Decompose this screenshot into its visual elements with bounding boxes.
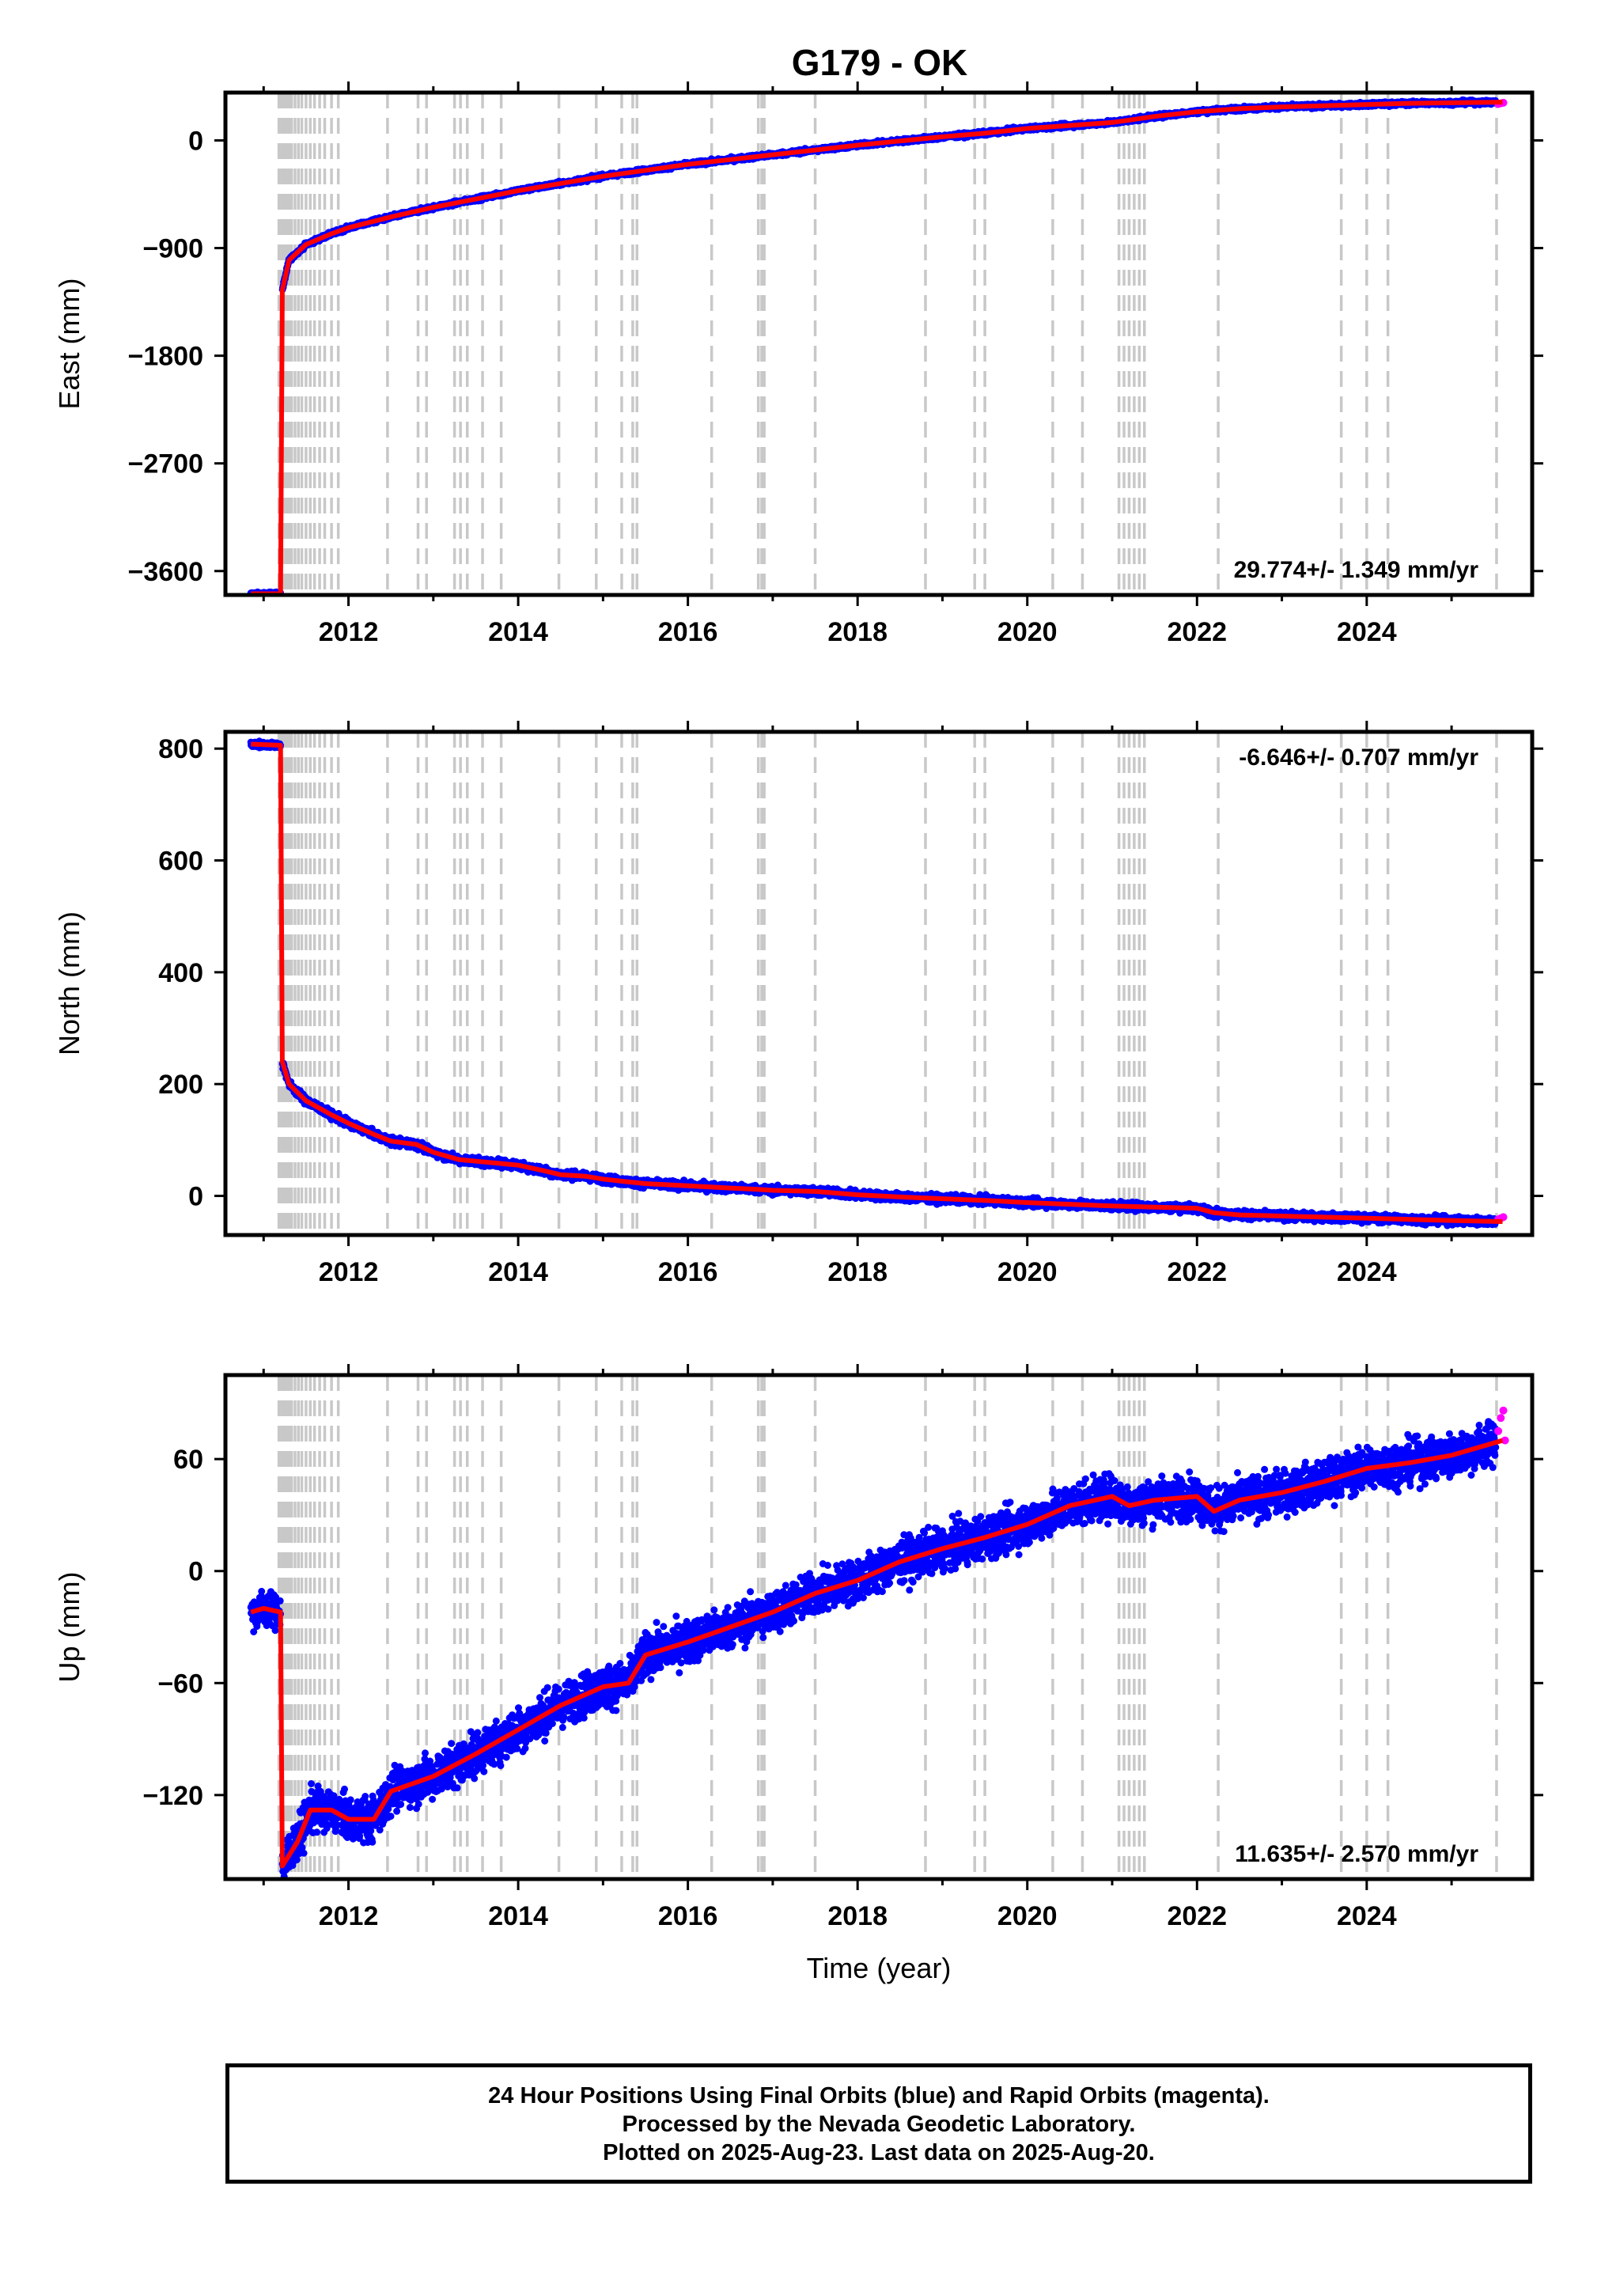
plot-frame: [223, 1373, 1535, 1881]
x-tick-label: 2020: [997, 1257, 1058, 1287]
caption-line-3: Plotted on 2025-Aug-23. Last data on 202…: [603, 2140, 1155, 2165]
y-tick-label: 200: [158, 1070, 203, 1100]
model-fit-line: [250, 1438, 1504, 1869]
x-tick-label: 2024: [1337, 1901, 1397, 1931]
panel-up: 2012 2014 2016 2018 2020 2022 2024 60 0 −60 −120 Up…: [53, 1364, 1543, 1984]
rapid-orbit-point: [1499, 1406, 1508, 1415]
y-tick-label: 0: [188, 126, 203, 156]
x-axis-label: Time (year): [807, 1952, 952, 1984]
x-tick-label: 2018: [827, 617, 888, 647]
caption-line-1: 24 Hour Positions Using Final Orbits (bl…: [488, 2083, 1270, 2108]
y-tick-label: −60: [157, 1669, 203, 1699]
y-axis-label: Up (mm): [53, 1572, 85, 1683]
x-tick-label: 2020: [997, 617, 1058, 647]
x-tick-label: 2012: [319, 1257, 379, 1287]
final-orbit-points: [247, 96, 1500, 595]
x-tick-label: 2012: [319, 617, 379, 647]
plot-area-east: [247, 93, 1508, 595]
x-tick-label: 2018: [827, 1257, 888, 1287]
plot-area-up: [247, 1375, 1509, 1879]
x-tick-label: 2016: [658, 1257, 718, 1287]
plot-area-north: [247, 732, 1508, 1235]
x-tick-label: 2016: [658, 617, 718, 647]
y-tick-label: 60: [173, 1445, 203, 1475]
y-axis-label: North (mm): [53, 911, 85, 1055]
y-tick-label: 0: [188, 1557, 203, 1587]
x-tick-label: 2022: [1167, 617, 1227, 647]
panel-east: 2012 2014 2016 2018 2020 2022 2024 0 −900 −1800 −2…: [53, 81, 1543, 647]
rapid-orbit-point: [1497, 1414, 1505, 1423]
plot-frame: [223, 90, 1535, 597]
rapid-orbit-point: [1494, 1426, 1503, 1435]
model-fit-line: [251, 100, 1503, 595]
velocity-rate-label: 29.774+/- 1.349 mm/yr: [1234, 557, 1479, 583]
panel-north: 2012 2014 2016 2018 2020 2022 2024 800 600 400 200…: [53, 721, 1543, 1287]
y-tick-label: 400: [158, 958, 203, 988]
y-tick-label: −3600: [128, 557, 204, 587]
y-tick-label: −2700: [128, 449, 204, 479]
y-tick-label: 600: [158, 847, 203, 877]
panels: 2012 2014 2016 2018 2020 2022 2024 0 −900 −1800 −2…: [53, 81, 1543, 1984]
x-tick-label: 2014: [488, 1257, 548, 1287]
rapid-orbit-point: [1499, 1213, 1508, 1222]
x-tick-label: 2018: [827, 1901, 888, 1931]
y-axis-label: East (mm): [53, 278, 85, 410]
velocity-rate-label: -6.646+/- 0.707 mm/yr: [1239, 744, 1478, 771]
x-tick-label: 2012: [319, 1901, 379, 1931]
x-tick-label: 2014: [488, 617, 548, 647]
model-fit-line: [251, 741, 1503, 1224]
caption-line-2: Processed by the Nevada Geodetic Laborat…: [622, 2112, 1136, 2137]
figure-title: G179 - OK: [792, 42, 967, 83]
x-tick-label: 2022: [1167, 1257, 1227, 1287]
x-tick-label: 2024: [1337, 1257, 1397, 1287]
y-tick-label: −1800: [128, 342, 204, 372]
caption-box: 24 Hour Positions Using Final Orbits (bl…: [225, 2063, 1532, 2184]
velocity-rate-label: 11.635+/- 2.570 mm/yr: [1235, 1841, 1478, 1867]
final-orbit-points: [247, 1418, 1500, 1879]
y-tick-label: 800: [158, 734, 203, 764]
x-tick-label: 2022: [1167, 1901, 1227, 1931]
x-tick-label: 2020: [997, 1901, 1058, 1931]
y-tick-label: −120: [142, 1781, 203, 1811]
y-tick-label: 0: [188, 1182, 203, 1212]
x-tick-label: 2014: [488, 1901, 548, 1931]
plot-frame: [223, 729, 1535, 1237]
y-tick-label: −900: [142, 234, 203, 264]
x-tick-label: 2024: [1337, 617, 1397, 647]
x-tick-label: 2016: [658, 1901, 718, 1931]
